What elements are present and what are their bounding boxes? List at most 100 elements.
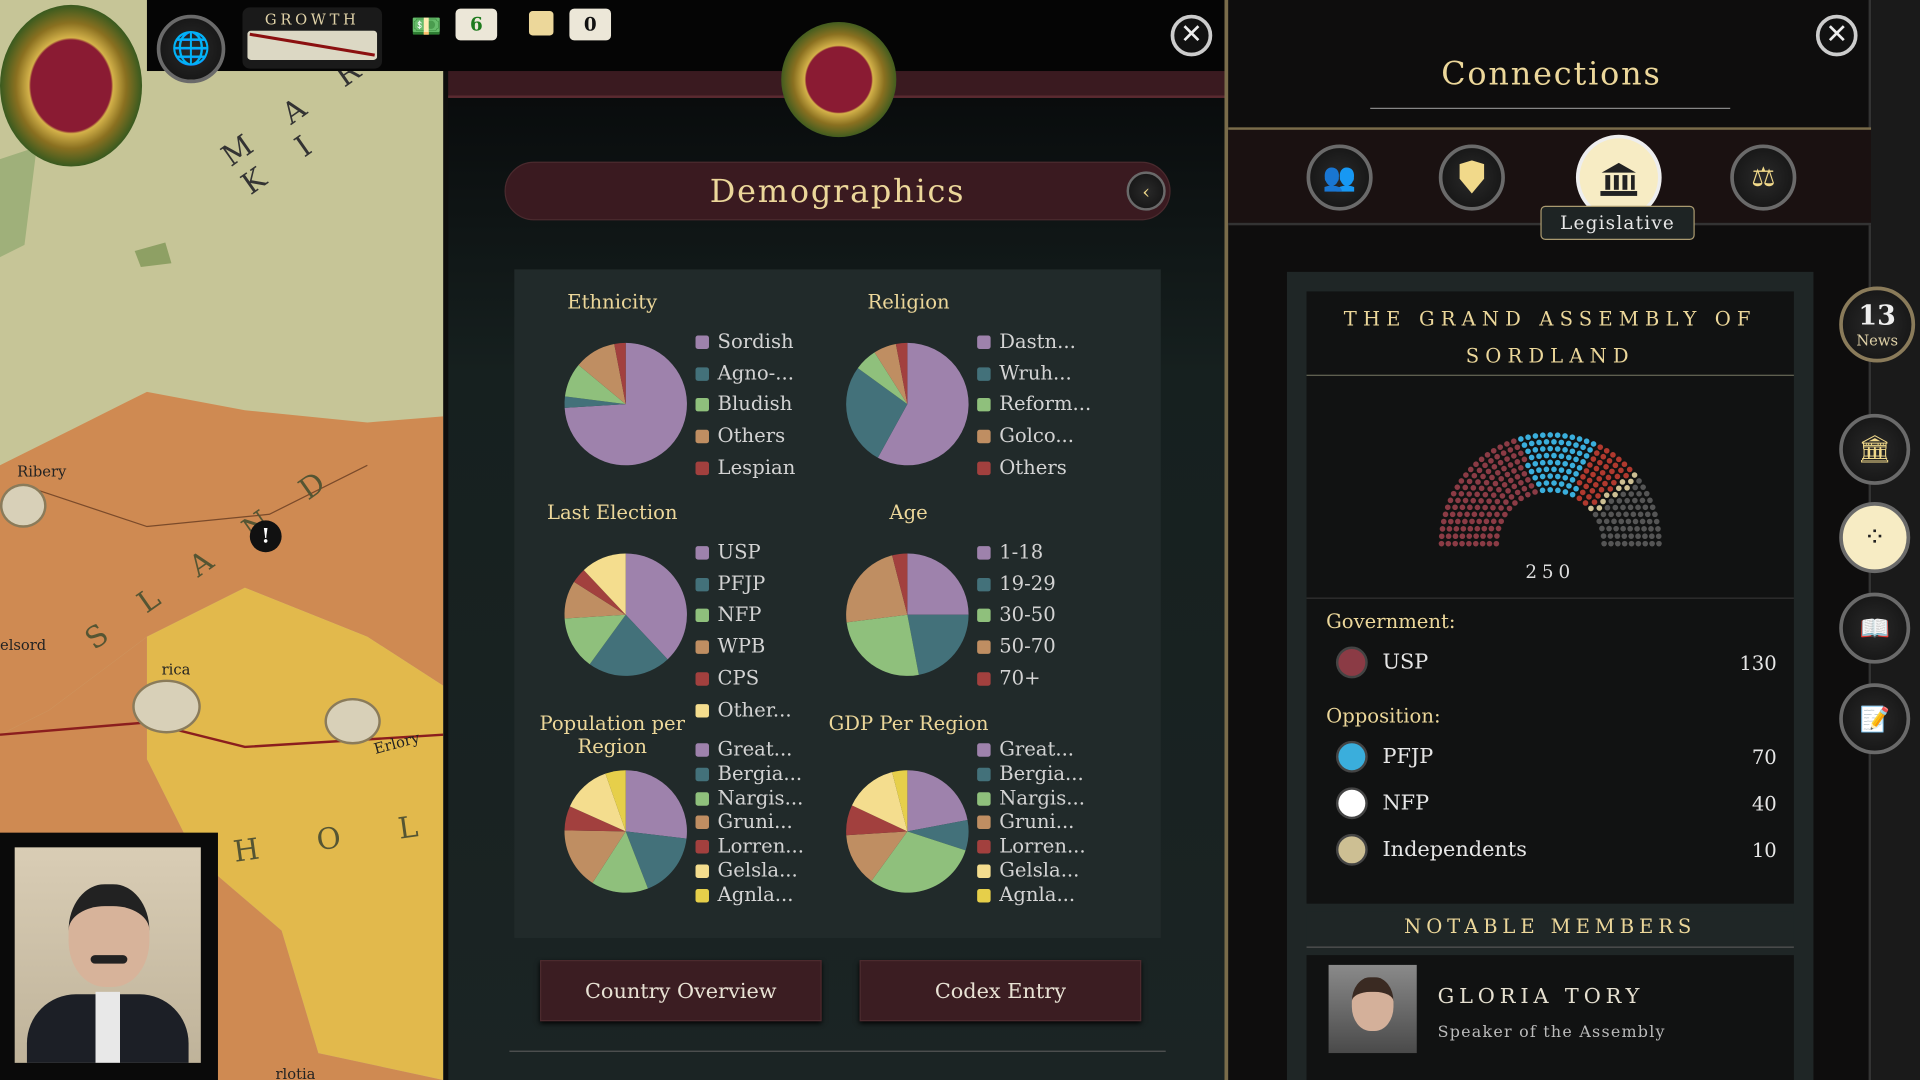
news-button[interactable]: 13 News	[1839, 286, 1916, 363]
pie-slice	[569, 773, 626, 832]
seat-dot	[1623, 472, 1629, 479]
seat-dot	[1449, 511, 1456, 518]
seat-dot	[1603, 447, 1610, 454]
codex-entry-button[interactable]: Codex Entry	[859, 960, 1142, 1022]
seat-dot	[1599, 525, 1605, 532]
party-name: USP	[1382, 650, 1429, 675]
pie-slice	[877, 342, 969, 466]
pie	[846, 770, 969, 893]
party-row[interactable]: USP 130	[1335, 639, 1777, 686]
seat-dot	[1639, 497, 1646, 504]
legend-swatch	[695, 703, 709, 717]
tab-justice[interactable]: ⚖	[1730, 144, 1797, 211]
seat-dot	[1525, 434, 1531, 441]
member-role: Speaker of the Assembly	[1437, 1023, 1666, 1043]
seat-dot	[1480, 533, 1486, 539]
seat-dot	[1504, 456, 1510, 462]
network-icon: ⁘	[1863, 522, 1886, 553]
legend-item: Gruni...	[695, 810, 804, 834]
pie-slice	[564, 365, 626, 405]
back-button[interactable]: ‹	[1126, 171, 1166, 211]
legislature-button[interactable]: 🏛	[1839, 413, 1911, 485]
legend-label: Nargis...	[999, 785, 1085, 809]
leader-portrait[interactable]	[0, 832, 218, 1080]
party-row[interactable]: Independents 10	[1335, 827, 1777, 874]
seat-dot	[1565, 454, 1572, 461]
seat-dot	[1459, 533, 1466, 540]
pie-slice	[564, 614, 626, 665]
legend-swatch	[695, 366, 709, 381]
legend-item: Bludish	[695, 389, 796, 420]
connections-button[interactable]: ⁘	[1839, 502, 1911, 574]
seat-dot	[1532, 489, 1538, 495]
city-marker[interactable]	[132, 679, 201, 734]
seat-dot	[1453, 525, 1460, 532]
globe-button[interactable]: 🌐	[156, 14, 226, 84]
legend-swatch	[977, 640, 991, 655]
party-row[interactable]: NFP 40	[1335, 780, 1777, 827]
tab-security[interactable]	[1438, 144, 1505, 211]
demographics-panel: ✕ Demographics ‹ Ethnicity Sordish Agno-..…	[443, 14, 1225, 1080]
seat-dot	[1621, 540, 1628, 547]
pie	[564, 342, 687, 466]
seat-dot	[1528, 468, 1535, 475]
seat-dot	[1562, 474, 1569, 481]
divider	[509, 1050, 1166, 1052]
legend-label: Great...	[999, 737, 1075, 761]
seat-dot	[1539, 459, 1546, 466]
pie-slice	[625, 553, 687, 660]
seat-dot	[1639, 518, 1646, 525]
seat-dot	[1576, 479, 1583, 486]
seat-dot	[1498, 475, 1505, 482]
growth-widget[interactable]: GROWTH	[242, 7, 383, 69]
seat-dot	[1445, 533, 1452, 540]
party-row[interactable]: PFJP 70	[1335, 733, 1777, 780]
seat-dot	[1478, 485, 1485, 492]
legend-label: Great...	[717, 737, 793, 761]
city-marker[interactable]	[324, 697, 381, 745]
seat-dot	[1562, 489, 1569, 495]
seat-dot	[1494, 511, 1500, 518]
seat-dot	[1478, 456, 1485, 463]
seat-dot	[1569, 462, 1576, 469]
seat-dot	[1614, 533, 1621, 539]
seat-dot	[1608, 498, 1615, 504]
seat-dot	[1551, 452, 1557, 459]
seat-dot	[1508, 494, 1515, 500]
legend-swatch	[977, 398, 991, 412]
seat-dot	[1631, 472, 1638, 478]
seat-dot	[1536, 481, 1542, 487]
close-button[interactable]: ✕	[1815, 14, 1858, 57]
pie	[564, 770, 687, 893]
seat-dot	[1480, 473, 1486, 480]
seat-dot	[1616, 456, 1622, 463]
seat-dot	[1539, 473, 1546, 480]
seat-dot	[1452, 533, 1459, 540]
seat-dot	[1483, 479, 1490, 486]
notes-button[interactable]: 📝	[1839, 683, 1911, 755]
seat-dot	[1518, 436, 1524, 442]
seat-dot	[1615, 511, 1622, 518]
legend-swatch	[695, 461, 709, 475]
close-button[interactable]: ✕	[1170, 14, 1213, 57]
member-card[interactable]: GLORIA TORY Speaker of the Assembly	[1306, 955, 1794, 1080]
world-map[interactable]: M A R K I S L A N D H O L Ribery Erlory …	[0, 0, 444, 1080]
country-overview-button[interactable]: Country Overview	[540, 960, 822, 1022]
seat-dot	[1612, 504, 1619, 511]
seat-dot	[1525, 491, 1531, 498]
legend: Dastn... Wruh... Reform... Golco... Others	[977, 326, 1091, 483]
city-marker[interactable]	[0, 483, 47, 528]
member-name: GLORIA TORY	[1437, 984, 1645, 1009]
pie-slice	[564, 806, 626, 832]
alert-icon[interactable]: !	[249, 520, 282, 553]
seat-dot	[1482, 491, 1489, 498]
tab-people[interactable]: 👥	[1306, 144, 1373, 211]
seat-dot	[1488, 458, 1494, 464]
pie-slice	[574, 570, 626, 615]
seat-dot	[1463, 472, 1469, 478]
seat-dot	[1558, 467, 1565, 473]
seat-dot	[1597, 459, 1603, 466]
codex-button[interactable]: 📖	[1839, 592, 1911, 664]
country-crest-icon[interactable]	[0, 4, 143, 167]
seat-dot	[1606, 458, 1613, 464]
